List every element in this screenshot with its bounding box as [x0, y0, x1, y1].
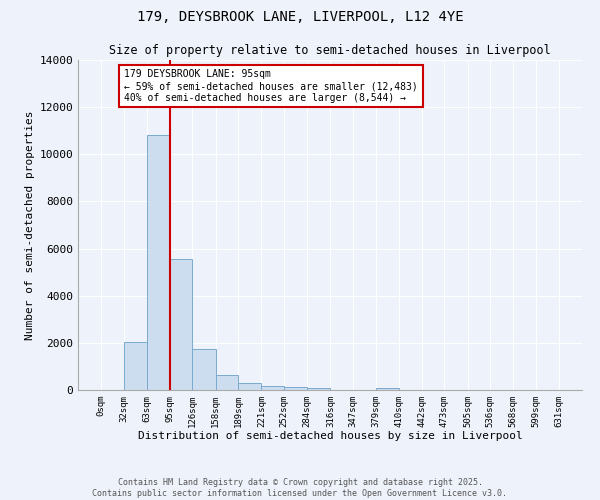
- Bar: [146, 136, 170, 390]
- Bar: [215, 374, 238, 390]
- Title: Size of property relative to semi-detached houses in Liverpool: Size of property relative to semi-detach…: [109, 44, 551, 58]
- Text: 179, DEYSBROOK LANE, LIVERPOOL, L12 4YE: 179, DEYSBROOK LANE, LIVERPOOL, L12 4YE: [137, 10, 463, 24]
- Text: Contains HM Land Registry data © Crown copyright and database right 2025.
Contai: Contains HM Land Registry data © Crown c…: [92, 478, 508, 498]
- Bar: [284, 387, 307, 390]
- Bar: [193, 349, 215, 390]
- Text: 179 DEYSBROOK LANE: 95sqm
← 59% of semi-detached houses are smaller (12,483)
40%: 179 DEYSBROOK LANE: 95sqm ← 59% of semi-…: [124, 70, 418, 102]
- Bar: [262, 386, 284, 390]
- X-axis label: Distribution of semi-detached houses by size in Liverpool: Distribution of semi-detached houses by …: [137, 432, 523, 442]
- Y-axis label: Number of semi-detached properties: Number of semi-detached properties: [25, 110, 35, 340]
- Bar: [238, 383, 262, 390]
- Bar: [376, 388, 398, 390]
- Bar: [307, 388, 331, 390]
- Bar: [170, 259, 193, 390]
- Bar: [124, 342, 146, 390]
